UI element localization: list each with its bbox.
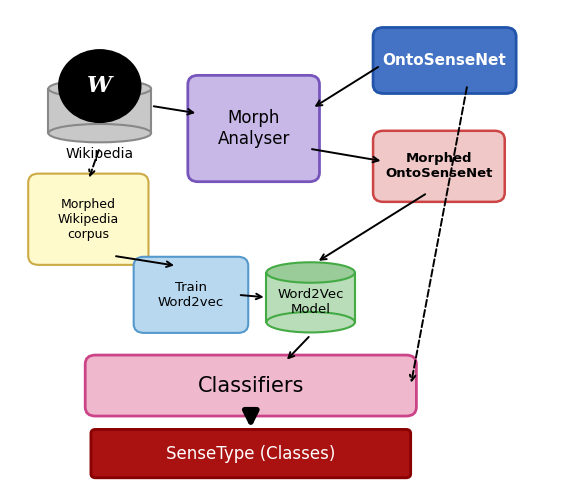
Text: Morphed
Wikipedia
corpus: Morphed Wikipedia corpus [58, 198, 119, 241]
Ellipse shape [267, 312, 355, 333]
FancyBboxPatch shape [91, 429, 410, 478]
FancyBboxPatch shape [134, 257, 249, 333]
Ellipse shape [267, 262, 355, 283]
Text: W: W [87, 75, 112, 97]
Text: Morph
Analyser: Morph Analyser [218, 109, 290, 148]
Text: SenseType (Classes): SenseType (Classes) [166, 445, 336, 463]
Circle shape [59, 50, 141, 122]
Text: Train
Word2vec: Train Word2vec [158, 281, 224, 309]
Text: OntoSenseNet: OntoSenseNet [382, 53, 507, 68]
FancyBboxPatch shape [48, 117, 151, 133]
Ellipse shape [48, 124, 151, 142]
Ellipse shape [48, 80, 151, 98]
FancyBboxPatch shape [373, 131, 505, 202]
FancyBboxPatch shape [48, 89, 151, 133]
Text: Word2Vec
Model: Word2Vec Model [278, 288, 344, 317]
Text: Wikipedia: Wikipedia [66, 147, 134, 161]
FancyBboxPatch shape [188, 76, 319, 182]
Text: Classifiers: Classifiers [198, 375, 304, 396]
Text: Morphed
OntoSenseNet: Morphed OntoSenseNet [385, 152, 492, 180]
FancyBboxPatch shape [373, 28, 516, 94]
FancyBboxPatch shape [86, 355, 417, 416]
FancyBboxPatch shape [267, 273, 355, 322]
FancyBboxPatch shape [28, 174, 148, 265]
